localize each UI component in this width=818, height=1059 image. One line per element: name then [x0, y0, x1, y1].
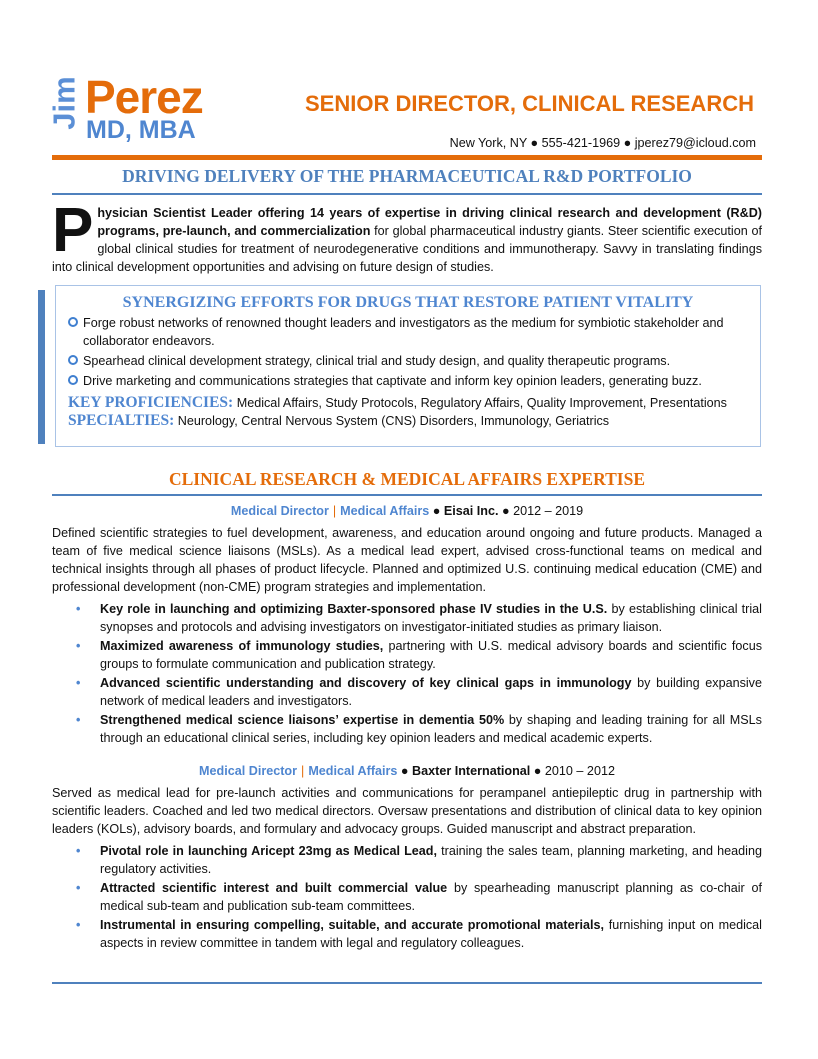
bullet-lead: Advanced scientific understanding and di…: [100, 676, 632, 690]
last-name: Perez: [85, 71, 204, 123]
bullet-text: by establishing clinical trial synopses …: [100, 602, 762, 634]
accent-bar: [38, 290, 45, 444]
divider: [52, 193, 762, 195]
tagline: DRIVING DELIVERY OF THE PHARMACEUTICAL R…: [122, 166, 692, 186]
job-dept: Medical Affairs: [308, 764, 398, 778]
summary-text: for global pharmaceutical industry giant…: [52, 224, 762, 274]
proficiencies-label: KEY PROFICIENCIES:: [68, 394, 234, 411]
list-item: Pivotal role in launching Aricept 23mg a…: [76, 842, 762, 878]
divider: [52, 982, 762, 984]
job-title: SENIOR DIRECTOR, CLINICAL RESEARCH: [304, 91, 754, 116]
job-bullets: Pivotal role in launching Aricept 23mg a…: [52, 842, 762, 952]
drop-cap: P: [52, 196, 94, 265]
bullet-lead: Maximized awareness of immunology studie…: [100, 639, 384, 653]
job-description: Served as medical lead for pre-launch ac…: [52, 786, 762, 836]
list-item: Advanced scientific understanding and di…: [76, 674, 762, 710]
contact-info: New York, NY ● 555-421-1969 ● jperez79@i…: [449, 136, 756, 150]
bullet-lead: Instrumental in ensuring compelling, sui…: [100, 918, 605, 932]
highlights-box: SYNERGIZING EFFORTS FOR DRUGS THAT RESTO…: [55, 285, 761, 447]
job-role: Medical Director: [199, 764, 298, 778]
job-dates: ● 2012 – 2019: [498, 504, 584, 518]
highlight-item: Spearhead clinical development strategy,…: [68, 352, 748, 370]
job-company: ● Baxter International: [397, 764, 531, 778]
divider: [52, 155, 762, 160]
credentials: MD, MBA: [86, 116, 196, 144]
first-name-text: Jim: [46, 76, 82, 130]
list-item: Strengthened medical science liaisons’ e…: [76, 711, 762, 747]
bullet-text: by shaping and leading training for all …: [100, 713, 762, 745]
job-header: Medical Director | Medical Affairs ● Baxte…: [52, 762, 762, 780]
highlights-heading: SYNERGIZING EFFORTS FOR DRUGS THAT RESTO…: [122, 294, 694, 311]
key-proficiencies: KEY PROFICIENCIES: Medical Affairs, Stud…: [68, 394, 748, 412]
job-dates: ● 2010 – 2012: [530, 764, 615, 778]
highlight-item: Forge robust networks of renowned though…: [68, 314, 748, 350]
bullet-text: by building expansive network of medical…: [100, 676, 762, 708]
circle-bullet-icon: [68, 375, 78, 385]
job-entry: Medical Director | Medical Affairs ● Baxte…: [52, 762, 762, 953]
bullet-text: furnishing input on medical aspects in r…: [100, 918, 762, 950]
summary-lead: hysician Scientist Leader offering 14 ye…: [97, 206, 762, 238]
job-dept: Medical Affairs: [340, 504, 430, 518]
list-item: Key role in launching and optimizing Bax…: [76, 600, 762, 636]
separator: |: [332, 504, 337, 518]
bullet-text: partnering with U.S. medical advisory bo…: [100, 639, 762, 671]
job-header: Medical Director | Medical Affairs ● Eisai…: [52, 502, 762, 520]
job-description: Defined scientific strategies to fuel de…: [52, 526, 762, 594]
list-item: Attracted scientific interest and built …: [76, 879, 762, 915]
bullet-text: by spearheading manuscript planning as c…: [100, 881, 762, 913]
experience-heading: CLINICAL RESEARCH & MEDICAL AFFAIRS EXPE…: [168, 469, 646, 489]
highlight-text: Spearhead clinical development strategy,…: [83, 354, 671, 368]
specialties-label: SPECIALTIES:: [68, 412, 175, 429]
separator: |: [301, 764, 305, 778]
job-company: ● Eisai Inc.: [429, 504, 499, 518]
bullet-lead: Pivotal role in launching Aricept 23mg a…: [100, 844, 437, 858]
job-entry: Medical Director | Medical Affairs ● Eisai…: [52, 502, 762, 748]
list-item: Maximized awareness of immunology studie…: [76, 637, 762, 673]
circle-bullet-icon: [68, 317, 78, 327]
highlight-item: Drive marketing and communications strat…: [68, 372, 748, 390]
bullet-lead: Strengthened medical science liaisons’ e…: [100, 713, 505, 727]
specialties-text: Neurology, Central Nervous System (CNS) …: [174, 414, 610, 428]
highlight-text: Drive marketing and communications strat…: [83, 374, 702, 388]
highlight-text: Forge robust networks of renowned though…: [83, 316, 724, 348]
list-item: Instrumental in ensuring compelling, sui…: [76, 916, 762, 952]
bullet-lead: Attracted scientific interest and built …: [100, 881, 448, 895]
circle-bullet-icon: [68, 355, 78, 365]
specialties: SPECIALTIES: Neurology, Central Nervous …: [68, 412, 748, 430]
job-role: Medical Director: [230, 504, 329, 518]
bullet-lead: Key role in launching and optimizing Bax…: [100, 602, 608, 616]
first-name: Jim: [47, 76, 90, 140]
divider: [52, 494, 762, 496]
bullet-text: training the sales team, planning market…: [100, 844, 762, 876]
job-bullets: Key role in launching and optimizing Bax…: [52, 600, 762, 747]
proficiencies-text: Medical Affairs, Study Protocols, Regula…: [233, 396, 727, 410]
